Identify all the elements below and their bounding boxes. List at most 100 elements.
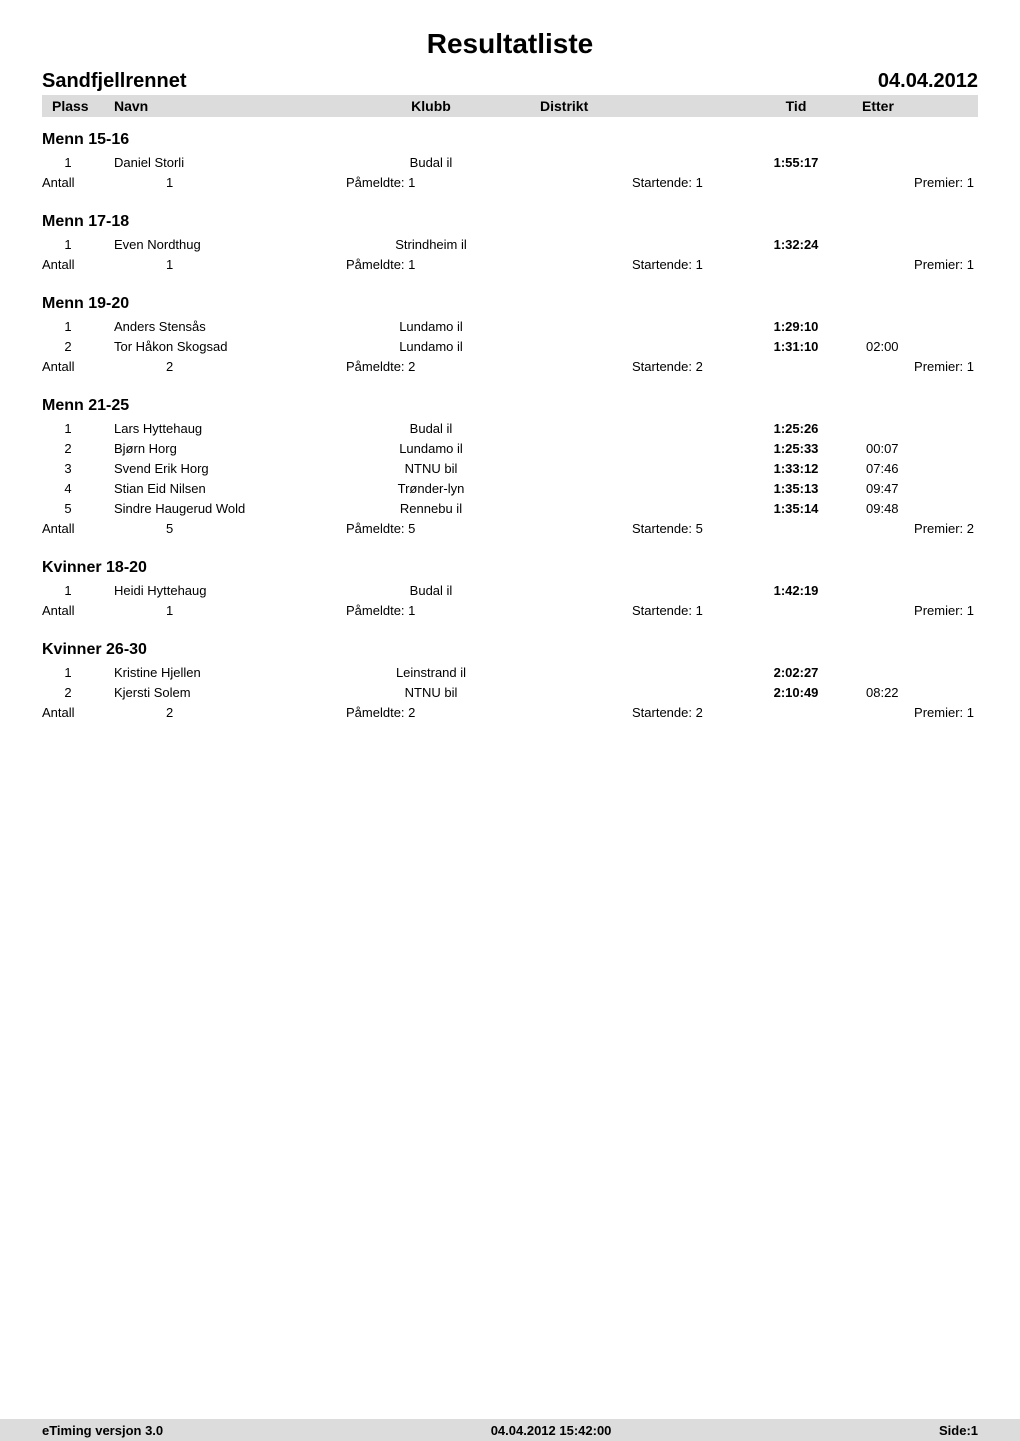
column-header-row: Plass Navn Klubb Distrikt Tid Etter — [42, 95, 978, 117]
category-block: Menn 17-18 1Even NordthugStrindheim il 1:3… — [42, 213, 978, 275]
cell-klubb: Lundamo il — [322, 337, 540, 357]
page-title: Resultatliste — [42, 28, 978, 60]
totals-label: Antall — [42, 519, 114, 539]
cell-etter: 00:07 — [862, 439, 964, 459]
cell-klubb: Trønder-lyn — [322, 479, 540, 499]
category-title: Menn 21-25 — [42, 397, 978, 415]
totals-count: 2 — [114, 357, 322, 377]
category-block: Menn 15-161Daniel StorliBudal il1:55:17A… — [42, 131, 978, 193]
cell-navn: Even Nordthug — [114, 235, 322, 255]
totals-row: Antall1Påmeldte: 1Startende: 1Premier: 1 — [42, 173, 978, 193]
cell-klubb: Leinstrand il — [322, 663, 540, 683]
result-row: 1Even NordthugStrindheim il1:32:24 — [42, 235, 978, 255]
header-klubb: Klubb — [322, 98, 540, 114]
cell-navn: Sindre Haugerud Wold — [114, 499, 322, 519]
header-etter: Etter — [862, 98, 964, 114]
totals-startende: Startende: 1 — [540, 601, 792, 621]
cell-navn: Bjørn Horg — [114, 439, 322, 459]
result-row: 1Kristine HjellenLeinstrand il2:02:27 — [42, 663, 978, 683]
cell-plass: 2 — [42, 439, 114, 459]
result-row: 4Stian Eid NilsenTrønder-lyn1:35:1309:47 — [42, 479, 978, 499]
cell-tid: 1:42:19 — [730, 581, 862, 601]
cell-klubb: Budal il — [322, 419, 540, 439]
cell-navn: Kristine Hjellen — [114, 663, 322, 683]
cell-etter: 09:47 — [862, 479, 964, 499]
cell-tid: 2:10:49 — [730, 683, 862, 703]
totals-startende: Startende: 2 — [540, 703, 792, 723]
cell-tid: 1:55:17 — [730, 153, 862, 173]
header-plass: Plass — [42, 98, 114, 114]
cell-plass: 2 — [42, 337, 114, 357]
totals-premier: Premier: 1 — [868, 173, 978, 193]
totals-row: Antall2Påmeldte: 2Startende: 2Premier: 1 — [42, 703, 978, 723]
header-navn: Navn — [114, 98, 322, 114]
totals-label: Antall — [42, 173, 114, 193]
cell-etter: 02:00 — [862, 337, 964, 357]
footer-center: 04.04.2012 15:42:00 — [491, 1423, 612, 1438]
totals-pameldte: Påmeldte: 1 — [322, 255, 540, 275]
totals-pameldte: Påmeldte: 1 — [322, 601, 540, 621]
totals-label: Antall — [42, 255, 114, 275]
category-title: Menn 19-20 — [42, 295, 978, 313]
cell-klubb: Budal il — [322, 153, 540, 173]
totals-row: Antall1Påmeldte: 1Startende: 1Premier: 1 — [42, 255, 978, 275]
cell-plass: 1 — [42, 581, 114, 601]
cell-klubb: NTNU bil — [322, 459, 540, 479]
category-title: Kvinner 26-30 — [42, 641, 978, 659]
result-row: 5Sindre Haugerud WoldRennebu il1:35:1409… — [42, 499, 978, 519]
cell-plass: 4 — [42, 479, 114, 499]
totals-count: 5 — [114, 519, 322, 539]
cell-navn: Heidi Hyttehaug — [114, 581, 322, 601]
totals-count: 1 — [114, 601, 322, 621]
totals-premier: Premier: 2 — [868, 519, 978, 539]
cell-klubb: Lundamo il — [322, 439, 540, 459]
cell-tid: 1:32:24 — [730, 235, 862, 255]
footer-right: Side:1 — [939, 1423, 978, 1438]
totals-startende: Startende: 1 — [540, 255, 792, 275]
cell-tid: 1:25:26 — [730, 419, 862, 439]
category-block: Kvinner 26-30 1Kristine HjellenLeinstrand… — [42, 641, 978, 723]
cell-plass: 1 — [42, 317, 114, 337]
cell-plass: 5 — [42, 499, 114, 519]
totals-startende: Startende: 2 — [540, 357, 792, 377]
page-footer: eTiming versjon 3.0 04.04.2012 15:42:00 … — [0, 1419, 1020, 1441]
cell-navn: Tor Håkon Skogsad — [114, 337, 322, 357]
cell-klubb: Lundamo il — [322, 317, 540, 337]
category-title: Kvinner 18-20 — [42, 559, 978, 577]
cell-navn: Lars Hyttehaug — [114, 419, 322, 439]
totals-count: 2 — [114, 703, 322, 723]
cell-tid: 1:35:14 — [730, 499, 862, 519]
category-block: Menn 21-25 1Lars HyttehaugBudal il 1:25:26… — [42, 397, 978, 539]
result-row: 3Svend Erik HorgNTNU bil1:33:1207:46 — [42, 459, 978, 479]
footer-left: eTiming versjon 3.0 — [42, 1423, 163, 1438]
category-title: Menn 15-16 — [42, 131, 978, 149]
cell-plass: 2 — [42, 683, 114, 703]
cell-navn: Anders Stensås — [114, 317, 322, 337]
cell-etter: 08:22 — [862, 683, 964, 703]
category-title: Menn 17-18 — [42, 213, 978, 231]
totals-row: Antall2Påmeldte: 2Startende: 2Premier: 1 — [42, 357, 978, 377]
cell-navn: Svend Erik Horg — [114, 459, 322, 479]
header-tid: Tid — [730, 98, 862, 114]
category-block: Kvinner 18-20 1Heidi HyttehaugBudal il 1:4… — [42, 559, 978, 621]
cell-navn: Daniel Storli — [114, 153, 322, 173]
categories-container: Menn 15-161Daniel StorliBudal il1:55:17A… — [42, 131, 978, 723]
cell-klubb: NTNU bil — [322, 683, 540, 703]
event-header: Sandfjellrennet 04.04.2012 — [42, 70, 978, 93]
totals-count: 1 — [114, 255, 322, 275]
cell-klubb: Budal il — [322, 581, 540, 601]
totals-pameldte: Påmeldte: 2 — [322, 357, 540, 377]
totals-startende: Startende: 5 — [540, 519, 792, 539]
result-row: 2Tor Håkon SkogsadLundamo il1:31:1002:00 — [42, 337, 978, 357]
totals-label: Antall — [42, 703, 114, 723]
event-name: Sandfjellrennet — [42, 70, 186, 93]
cell-navn: Stian Eid Nilsen — [114, 479, 322, 499]
cell-tid: 1:25:33 — [730, 439, 862, 459]
event-date: 04.04.2012 — [878, 70, 978, 93]
result-row: 1Daniel StorliBudal il1:55:17 — [42, 153, 978, 173]
result-row: 2Kjersti SolemNTNU bil2:10:4908:22 — [42, 683, 978, 703]
cell-klubb: Rennebu il — [322, 499, 540, 519]
totals-pameldte: Påmeldte: 1 — [322, 173, 540, 193]
cell-plass: 1 — [42, 419, 114, 439]
cell-klubb: Strindheim il — [322, 235, 540, 255]
